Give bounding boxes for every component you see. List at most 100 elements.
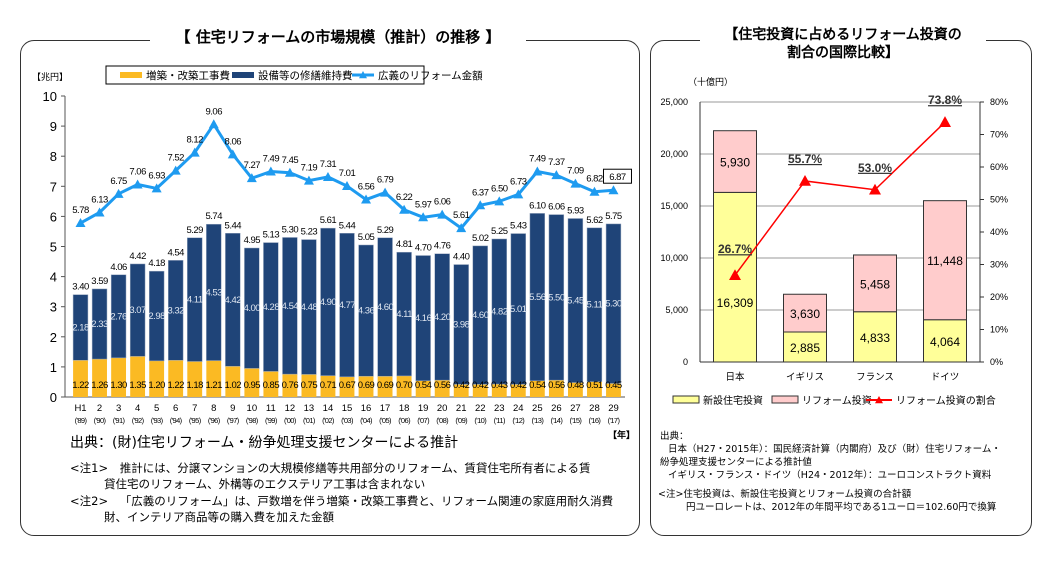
data-label-addition: 1.18 [186,380,203,391]
x-tick-sublabel: ('91) [113,416,126,425]
right-title-line2: 割合の国際比較】 [787,45,899,61]
bar-segment-addition [472,384,488,397]
bar-segment-addition [206,360,222,397]
data-label-broad-reform: 6.22 [396,192,413,203]
data-label-total: 5.75 [605,211,622,222]
data-label-addition: 0.56 [548,380,565,391]
line-marker [494,196,505,206]
x-tick-label: 2 [97,403,102,414]
bar-segment-new-housing [923,319,967,363]
data-label-total: 5.62 [586,215,603,226]
data-label-maintenance: 4.77 [339,300,356,311]
line-marker [399,204,410,214]
x-tick-sublabel: ('95) [189,416,202,425]
data-label-reform: 5,930 [720,156,750,170]
data-label-maintenance: 4.20 [434,312,451,323]
left-source: 出典：(財)住宅リフォーム・紛争処理支援センターによる推計 [70,435,459,451]
data-label-new-housing: 2,885 [790,341,820,355]
data-label-broad-reform: 7.31 [320,159,337,170]
data-label-addition: 0.51 [586,380,603,391]
x-tick-sublabel: ('94) [170,416,183,425]
data-label-reform: 3,630 [790,307,820,321]
bar-segment-addition [587,381,602,397]
line-marker [799,174,811,186]
data-label-total: 5.25 [491,226,508,237]
x-tick-sublabel: ('90) [94,416,107,425]
left-y-tick-label: 0 [50,390,57,405]
legend-label: 広義のリフォーム金額 [378,69,483,82]
data-label-broad-reform: 5.97 [415,199,432,210]
bar-segment-addition [606,383,621,397]
data-label-maintenance: 4.60 [377,302,394,313]
x-tick-sublabel: ('99) [265,416,278,425]
data-label-maintenance: 5.45 [567,296,584,307]
data-label-reform-share: 53.0% [858,161,892,175]
bar-segment-maintenance [244,247,260,369]
bar-segment-maintenance [377,237,393,377]
bar-segment-maintenance [548,214,565,381]
bar-segment-addition [187,361,203,397]
data-label-maintenance: 3.98 [453,319,470,330]
left-y-tick-label: 9 [50,119,57,134]
bar-segment-addition [301,374,317,397]
bar-segment-new-housing [853,311,897,363]
data-label-broad-reform: 6.93 [148,170,165,181]
data-label-total: 4.54 [167,247,184,258]
bar-segment-addition [396,375,412,397]
note2-line1: 「広義のリフォーム」は、戸数増を伴う増築・改築工事費と、リフォーム関連の家庭用耐… [119,494,614,508]
data-label-maintenance: 4.11 [187,295,203,306]
data-label-maintenance: 4.82 [491,307,508,318]
data-label-reform-share: 26.7% [718,242,752,256]
data-label-addition: 0.76 [282,380,299,391]
left-y-tick-label: 2 [50,330,57,345]
x-tick-sublabel: ('00) [284,416,297,425]
bar-segment-addition [548,380,564,397]
x-tick-label: 9 [230,403,235,414]
x-tick-sublabel: ('01) [303,416,316,425]
data-label-broad-reform: 9.06 [206,106,223,117]
right-y-tick-label: 0 [683,357,688,367]
x-tick-sublabel: ('17) [608,416,621,425]
data-label-broad-reform: 8.06 [225,136,242,147]
data-label-total: 5.44 [225,220,242,231]
x-tick-label: 18 [399,403,410,414]
bar-segment-addition [434,380,450,397]
left-y-tick-label: 1 [50,360,57,375]
right-y-tick-label: 20,000 [660,149,688,159]
x-tick-label: 19 [418,403,429,414]
data-label-broad-reform: 6.75 [110,176,127,187]
left-chart-title: 【 住宅リフォームの市場規模（推計）の推移 】 [150,26,526,47]
bar-segment-addition [149,360,165,397]
x-tick-sublabel: ('92) [132,416,145,425]
data-label-broad-reform: 7.09 [567,166,584,177]
x-tick-sublabel: ('09) [455,416,468,425]
x-tick-label: 14 [323,403,334,414]
data-label-broad-reform: 6.82 [586,174,603,185]
data-label-maintenance: 4.28 [263,302,280,313]
x-tick-label: 27 [570,403,581,414]
data-label-addition: 1.22 [167,380,184,391]
line-marker [189,147,200,157]
right-source-line1: 日本（H27・2015年）：国民経済計算（内閣府）及び（財）住宅リフォーム・ [668,444,1001,455]
left-y-tick-label: 8 [50,149,57,164]
x-tick-label: 20 [437,403,448,414]
data-label-addition: 0.67 [339,380,356,391]
data-label-total: 5.29 [377,225,394,236]
data-label-total: 5.29 [186,225,203,236]
bar-segment-maintenance [263,242,279,372]
data-label-broad-reform: 6.06 [434,197,451,208]
line-marker [170,165,181,175]
data-label-total: 5.05 [358,232,375,243]
data-label-addition: 0.48 [567,380,584,391]
data-label-maintenance: 4.36 [358,306,375,317]
data-label-reform-share: 73.8% [928,93,962,107]
data-label-maintenance: 5.50 [548,292,565,303]
data-label-maintenance: 4.42 [225,295,242,306]
bar-segment-addition [339,376,355,397]
bar-segment-addition [510,384,526,397]
x-tick-sublabel: ('12) [512,416,525,425]
bar-segment-maintenance [605,223,622,384]
bar-segment-maintenance [225,233,241,367]
bar-segment-addition [168,360,184,397]
left-note2: <注2> 「広義のリフォーム」は、戸数増を伴う増築・改築工事費と、リフォーム関連… [70,493,613,509]
